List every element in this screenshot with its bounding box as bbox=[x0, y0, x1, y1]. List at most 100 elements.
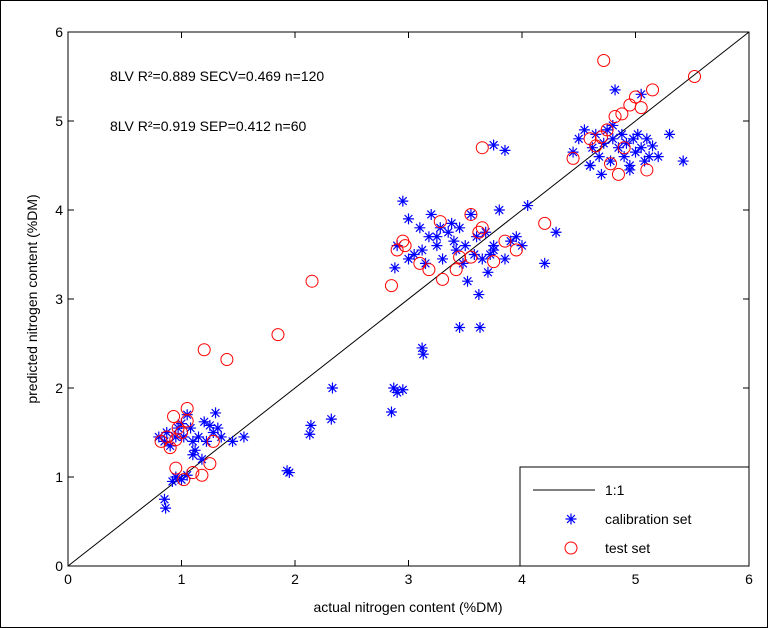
test-point bbox=[475, 221, 489, 235]
calibration-point bbox=[647, 140, 659, 152]
calibration-point bbox=[677, 155, 689, 167]
calibration-point bbox=[281, 465, 293, 477]
calibration-point bbox=[161, 427, 173, 438]
calibration-point bbox=[601, 124, 613, 136]
calibration-point bbox=[448, 235, 460, 247]
calibration-point bbox=[618, 151, 630, 163]
calibration-point bbox=[620, 137, 632, 149]
calibration-point bbox=[595, 168, 607, 180]
calibration-point bbox=[484, 249, 496, 260]
legend-circle-swatch bbox=[564, 541, 578, 555]
calibration-point bbox=[482, 266, 494, 278]
x-axis-label: actual nitrogen content (%DM) bbox=[313, 599, 502, 615]
x-tick-label: 4 bbox=[518, 571, 526, 587]
calibration-point bbox=[446, 217, 458, 229]
calibration-point bbox=[624, 164, 636, 176]
calibration-point bbox=[170, 431, 182, 443]
calibration-point bbox=[459, 240, 471, 252]
test-point bbox=[436, 272, 450, 286]
calibration-point bbox=[187, 449, 199, 461]
calibration-point bbox=[166, 475, 178, 487]
calibration-point bbox=[185, 422, 197, 434]
test-point bbox=[646, 83, 660, 97]
calibration-point bbox=[578, 124, 590, 136]
test-point bbox=[472, 225, 486, 239]
calibration-point bbox=[403, 213, 414, 225]
calibration-point bbox=[632, 128, 644, 140]
calibration-point bbox=[388, 382, 400, 394]
calibration-point bbox=[457, 257, 469, 269]
legend: 1:1 calibration set test set bbox=[519, 466, 750, 567]
x-tick-label: 0 bbox=[64, 571, 72, 587]
calibration-point bbox=[609, 84, 621, 96]
calibration-point bbox=[476, 253, 488, 265]
calibration-point bbox=[305, 419, 317, 431]
calibration-point bbox=[652, 151, 664, 163]
x-tick-label: 3 bbox=[405, 571, 413, 587]
calibration-point bbox=[539, 257, 551, 269]
test-point bbox=[398, 239, 412, 253]
calibration-point bbox=[607, 119, 619, 131]
test-point bbox=[422, 263, 436, 277]
calibration-point bbox=[639, 155, 651, 167]
calibration-point bbox=[164, 440, 176, 452]
legend-box bbox=[519, 466, 750, 567]
x-tick-label: 2 bbox=[291, 571, 299, 587]
test-point bbox=[169, 461, 183, 475]
x-tick-label: 6 bbox=[745, 571, 753, 587]
calibration-point bbox=[454, 321, 466, 333]
test-point bbox=[413, 256, 427, 270]
calibration-point bbox=[176, 474, 187, 486]
calibration-point bbox=[227, 435, 239, 447]
test-point bbox=[449, 263, 463, 277]
test-point bbox=[509, 243, 523, 257]
test-point bbox=[688, 70, 702, 83]
calibration-point bbox=[664, 128, 676, 140]
calibration-point bbox=[210, 407, 222, 419]
test-point bbox=[617, 141, 631, 155]
calibration-point bbox=[304, 428, 316, 440]
test-point bbox=[566, 151, 580, 165]
calibration-point bbox=[635, 142, 647, 154]
calibration-point bbox=[189, 444, 201, 456]
calibration-point bbox=[522, 200, 534, 212]
calibration-point bbox=[643, 151, 655, 163]
test-point bbox=[475, 141, 489, 155]
calibration-point bbox=[170, 471, 182, 483]
test-point bbox=[186, 466, 200, 480]
calibration-point bbox=[204, 419, 216, 431]
test-point bbox=[271, 328, 285, 342]
calibration-point bbox=[403, 253, 414, 265]
calibration-point bbox=[516, 240, 528, 252]
test-point bbox=[384, 279, 398, 293]
calibration-point bbox=[462, 275, 474, 287]
calibration-point bbox=[468, 249, 480, 260]
calibration-point bbox=[471, 231, 483, 243]
calibration-point bbox=[586, 142, 598, 154]
test-point bbox=[464, 250, 478, 264]
test-point bbox=[608, 110, 622, 124]
calibration-point bbox=[200, 435, 212, 447]
calibration-point bbox=[593, 151, 605, 163]
test-point bbox=[597, 53, 611, 67]
annotation-calibration-stats: 8LV R²=0.889 SECV=0.469 n=120 bbox=[110, 68, 324, 84]
calibration-point bbox=[493, 204, 505, 216]
test-point bbox=[206, 434, 220, 448]
test-point bbox=[487, 255, 501, 269]
calibration-point bbox=[417, 348, 429, 360]
y-tick-label: 0 bbox=[55, 558, 63, 574]
calibration-point bbox=[158, 493, 170, 505]
calibration-point bbox=[510, 231, 522, 243]
y-axis-label: predicted nitrogen content (%DM) bbox=[24, 194, 40, 403]
y-tick-label: 2 bbox=[55, 380, 63, 396]
calibration-point bbox=[454, 222, 466, 234]
legend-star-swatch bbox=[565, 513, 577, 525]
calibration-point bbox=[499, 253, 511, 265]
test-point bbox=[203, 457, 217, 471]
calibration-point bbox=[499, 144, 511, 156]
test-point bbox=[615, 107, 629, 121]
test-point bbox=[175, 426, 188, 439]
test-point bbox=[171, 421, 185, 435]
test-point bbox=[498, 234, 512, 248]
